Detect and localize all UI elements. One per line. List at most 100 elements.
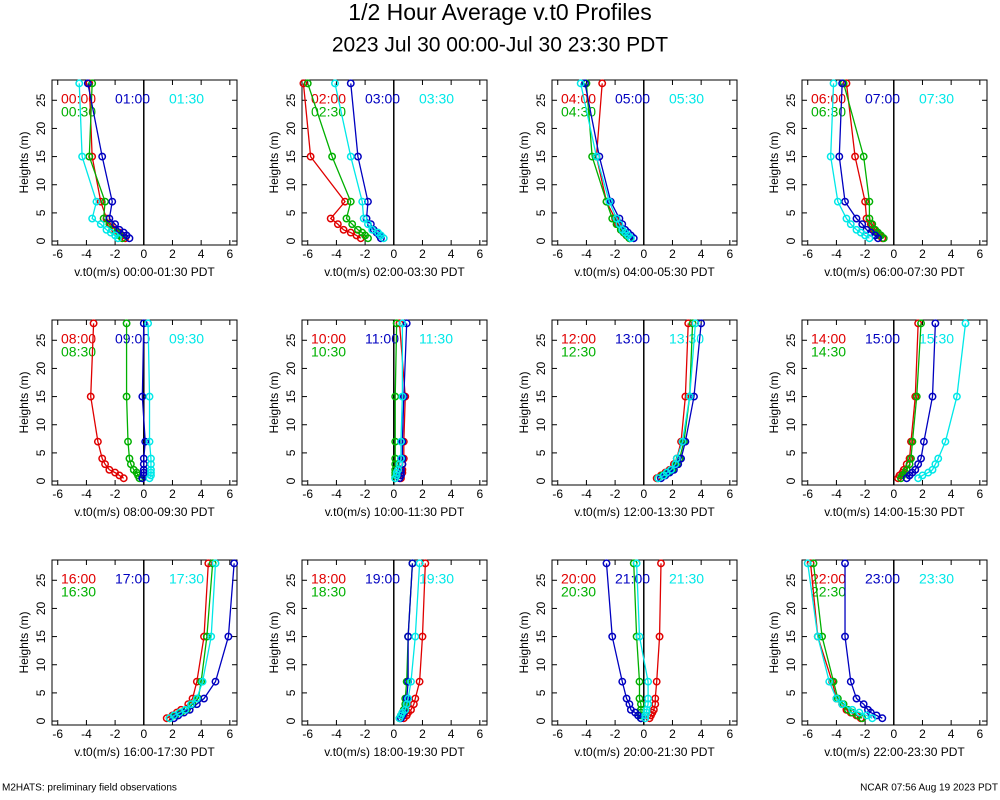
- legend-entry: 06:00: [811, 91, 846, 107]
- x-tick-label: 6: [976, 247, 983, 261]
- profile-point: [832, 694, 841, 703]
- profile-point: [838, 700, 847, 709]
- x-tick-label: -2: [360, 487, 371, 501]
- profile-point: [187, 700, 196, 709]
- y-axis-label: Heights (m): [17, 131, 31, 193]
- profile-point: [398, 319, 407, 328]
- legend-entry: 21:00: [615, 571, 650, 587]
- profile-point: [651, 700, 660, 709]
- profile-point: [952, 392, 961, 401]
- profile-point: [147, 468, 155, 477]
- profile-point: [685, 392, 694, 401]
- profile-point: [690, 392, 698, 401]
- profile-point: [139, 454, 148, 463]
- footer-right: NCAR 07:56 Aug 19 2023 PDT: [860, 783, 998, 794]
- profile-point: [961, 319, 970, 328]
- profile-point: [147, 465, 155, 474]
- x-tick-label: 2: [169, 727, 176, 741]
- legend-entry: 22:30: [811, 584, 846, 600]
- profile-point: [644, 700, 653, 709]
- profile-point: [838, 79, 847, 88]
- x-tick-label: 6: [476, 487, 483, 501]
- y-tick-label: 0: [534, 237, 548, 244]
- profile-point: [139, 319, 148, 328]
- x-tick-label: -2: [360, 727, 371, 741]
- x-tick-label: -4: [581, 247, 592, 261]
- legend-entry: 10:00: [311, 331, 346, 347]
- profile-point: [818, 632, 827, 641]
- legend-entry: 09:30: [169, 331, 204, 347]
- x-axis-label: v.t0(m/s) 18:00-19:30 PDT: [324, 745, 465, 759]
- title: 1/2 Hour Average v.t0 Profiles: [348, 0, 651, 25]
- legend-entry: 05:00: [615, 91, 650, 107]
- x-tick-label: 6: [226, 487, 233, 501]
- legend-entry: 03:00: [365, 91, 400, 107]
- x-tick-label: -2: [110, 727, 121, 741]
- y-tick-label: 20: [284, 361, 298, 375]
- profile-point: [803, 559, 812, 568]
- legend-entry: 12:30: [561, 344, 596, 360]
- profile-point: [635, 694, 644, 703]
- legend-entry: 02:30: [311, 104, 346, 120]
- y-tick-label: 25: [534, 333, 548, 347]
- y-tick-label: 0: [284, 477, 298, 484]
- x-tick-label: 4: [698, 727, 705, 741]
- profile-point: [907, 454, 915, 463]
- profile-point: [353, 225, 362, 234]
- x-tick-label: -4: [331, 487, 342, 501]
- profile-point: [358, 197, 367, 206]
- y-tick-label: 25: [34, 93, 48, 107]
- x-tick-label: 0: [390, 727, 397, 741]
- y-axis-label: Heights (m): [517, 371, 531, 433]
- x-tick-label: 6: [476, 727, 483, 741]
- legend-entry: 20:00: [561, 571, 596, 587]
- profile-point: [122, 392, 131, 401]
- x-tick-label: 2: [669, 487, 676, 501]
- x-tick-label: 6: [726, 247, 733, 261]
- x-tick-label: -4: [831, 727, 842, 741]
- legend-entry: 22:00: [811, 571, 846, 587]
- profile-point: [846, 677, 855, 686]
- x-tick-label: 0: [640, 727, 647, 741]
- x-tick-label: 4: [948, 247, 955, 261]
- profile-point: [848, 705, 857, 714]
- profile-point: [96, 197, 105, 206]
- profile-point: [139, 460, 148, 469]
- y-tick-label: 5: [534, 449, 548, 456]
- x-tick-label: 0: [140, 487, 147, 501]
- x-tick-label: -6: [552, 247, 563, 261]
- profile-line: [917, 323, 967, 479]
- y-tick-label: 25: [34, 573, 48, 587]
- profile-point: [124, 437, 132, 446]
- x-tick-label: 0: [640, 247, 647, 261]
- x-tick-label: -2: [110, 247, 121, 261]
- profile-point: [418, 632, 427, 641]
- x-tick-label: -4: [331, 727, 342, 741]
- legend-entry: 13:00: [615, 331, 650, 347]
- y-tick-label: 25: [284, 333, 298, 347]
- profile-point: [941, 437, 950, 446]
- profile-point: [415, 559, 424, 568]
- profile-point: [83, 79, 92, 88]
- profile-line: [398, 563, 421, 719]
- profile-point: [211, 677, 220, 686]
- profile-point: [678, 437, 687, 446]
- y-tick-label: 10: [534, 178, 548, 192]
- x-axis-label: v.t0(m/s) 02:00-03:30 PDT: [324, 265, 465, 279]
- x-tick-label: -4: [831, 487, 842, 501]
- y-tick-label: 15: [534, 630, 548, 644]
- profile-point: [919, 437, 928, 446]
- y-tick-label: 5: [784, 689, 798, 696]
- y-tick-label: 15: [284, 150, 298, 164]
- x-tick-label: 0: [890, 487, 897, 501]
- x-tick-label: 6: [226, 247, 233, 261]
- y-tick-label: 10: [34, 658, 48, 672]
- x-axis-label: v.t0(m/s) 20:00-21:30 PDT: [574, 745, 715, 759]
- profile-point: [691, 319, 700, 328]
- x-tick-label: 4: [448, 487, 455, 501]
- legend-entry: 11:00: [365, 331, 399, 347]
- y-tick-label: 15: [784, 630, 798, 644]
- y-tick-label: 25: [784, 93, 798, 107]
- profile-point: [342, 214, 351, 223]
- profile-point: [833, 197, 842, 206]
